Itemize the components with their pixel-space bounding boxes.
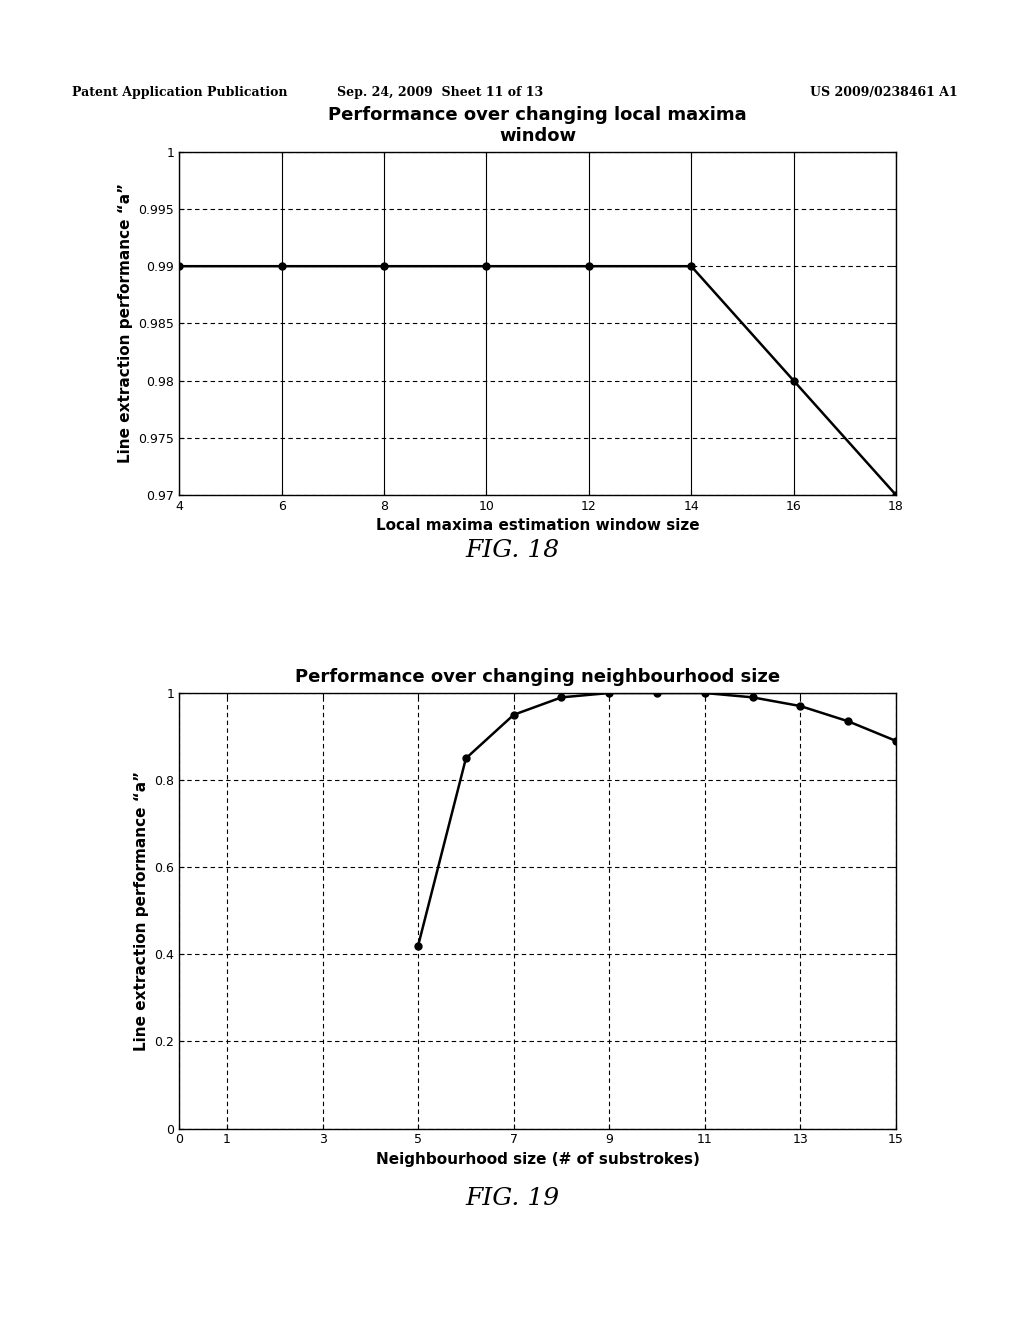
Text: FIG. 19: FIG. 19 bbox=[465, 1187, 559, 1210]
Text: FIG. 18: FIG. 18 bbox=[465, 539, 559, 562]
Text: Patent Application Publication: Patent Application Publication bbox=[72, 86, 287, 99]
Title: Performance over changing neighbourhood size: Performance over changing neighbourhood … bbox=[295, 668, 780, 686]
Text: US 2009/0238461 A1: US 2009/0238461 A1 bbox=[810, 86, 957, 99]
Y-axis label: Line extraction performance “a”: Line extraction performance “a” bbox=[118, 183, 133, 463]
X-axis label: Local maxima estimation window size: Local maxima estimation window size bbox=[376, 519, 699, 533]
X-axis label: Neighbourhood size (# of substrokes): Neighbourhood size (# of substrokes) bbox=[376, 1152, 699, 1167]
Y-axis label: Line extraction performance “a”: Line extraction performance “a” bbox=[134, 771, 148, 1051]
Title: Performance over changing local maxima
window: Performance over changing local maxima w… bbox=[329, 106, 746, 145]
Text: Sep. 24, 2009  Sheet 11 of 13: Sep. 24, 2009 Sheet 11 of 13 bbox=[337, 86, 544, 99]
